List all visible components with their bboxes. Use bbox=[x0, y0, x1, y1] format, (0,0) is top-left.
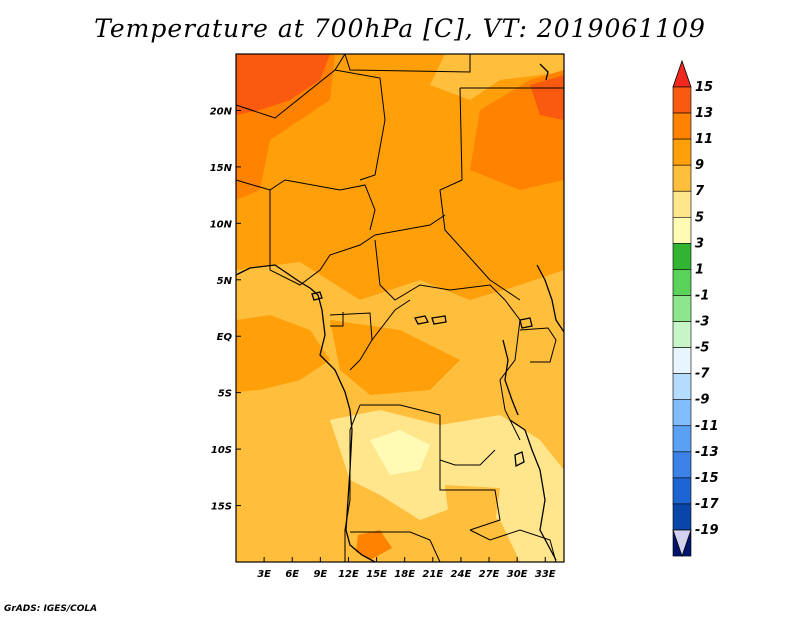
colorbar-top-triangle bbox=[672, 59, 692, 88]
colorbar-swatch bbox=[672, 503, 692, 531]
lon-tick-label: 6E bbox=[285, 569, 299, 580]
lon-tick-label: 27E bbox=[479, 569, 500, 580]
lon-tick-label: 12E bbox=[338, 569, 359, 580]
lat-tick-label: 10N bbox=[210, 219, 233, 230]
lon-tick-label: 3E bbox=[257, 569, 271, 580]
field-zone-13-15-nw bbox=[236, 54, 330, 115]
colorbar-label: -1 bbox=[695, 288, 709, 303]
lat-tick-label: 10S bbox=[211, 445, 232, 456]
colorbar-label: 1 bbox=[695, 262, 704, 277]
colorbar: 15 13 11 9 7 5 3 1 -1 -3 -5 -7 -9 -11 -13 -15 -17 -19 bbox=[672, 59, 719, 558]
field-zone-13-15-ne bbox=[530, 75, 564, 120]
lat-tick-label: 15S bbox=[211, 502, 232, 513]
lon-tick-label: 9E bbox=[313, 569, 327, 580]
colorbar-swatch bbox=[672, 321, 692, 348]
colorbar-label: -17 bbox=[695, 497, 719, 512]
colorbar-label: 11 bbox=[695, 132, 713, 147]
field-zone-3-5-patch bbox=[370, 430, 430, 475]
coastlines bbox=[235, 63, 565, 563]
colorbar-swatch bbox=[672, 138, 692, 166]
colorbar-swatch bbox=[672, 477, 692, 505]
colorbar-label: 7 bbox=[695, 184, 705, 199]
lon-tick-label: 24E bbox=[451, 569, 472, 580]
colorbar-label: -5 bbox=[695, 341, 709, 356]
colorbar-swatch bbox=[672, 295, 692, 322]
lon-tick-label: 33E bbox=[535, 569, 556, 580]
lon-tick-label: 18E bbox=[394, 569, 415, 580]
colorbar-swatch bbox=[672, 425, 692, 453]
field-zone-11-13-south bbox=[356, 530, 392, 560]
colorbar-label: 15 bbox=[695, 80, 713, 95]
lon-tick-label: 15E bbox=[366, 569, 387, 580]
colorbar-label: -15 bbox=[695, 471, 719, 486]
longitude-axis: 3E 6E 9E 12E 15E 18E 21E 24E 27E 30E 33E bbox=[257, 557, 556, 580]
colorbar-label: 3 bbox=[695, 236, 704, 251]
colorbar-label: -19 bbox=[695, 523, 719, 538]
map-title: Temperature at 700hPa [C], VT: 201906110… bbox=[94, 14, 706, 43]
lon-tick-label: 30E bbox=[507, 569, 528, 580]
colorbar-swatch bbox=[672, 112, 692, 140]
lat-tick-label: 5N bbox=[217, 276, 233, 287]
lat-tick-label: EQ bbox=[217, 332, 233, 343]
colorbar-swatch bbox=[672, 216, 692, 244]
colorbar-bottom-triangle bbox=[672, 529, 692, 558]
latitude-axis: 20N 15N 10N 5N EQ 5S 10S 15S bbox=[210, 106, 241, 513]
map-frame bbox=[235, 53, 565, 563]
colorbar-label: -13 bbox=[695, 445, 719, 460]
colorbar-label: -11 bbox=[695, 419, 719, 434]
colorbar-swatch bbox=[672, 269, 692, 296]
colorbar-swatch bbox=[672, 399, 692, 427]
colorbar-label: -3 bbox=[695, 315, 709, 330]
lat-tick-label: 15N bbox=[210, 163, 233, 174]
colorbar-swatch bbox=[672, 190, 692, 218]
field-zone-9-11-center bbox=[330, 320, 460, 395]
colorbar-swatch bbox=[672, 86, 692, 114]
country-borders bbox=[235, 53, 564, 563]
temperature-field bbox=[236, 54, 564, 562]
colorbar-label: -7 bbox=[695, 367, 710, 382]
colorbar-label: -9 bbox=[695, 393, 709, 408]
colorbar-swatch bbox=[672, 164, 692, 192]
colorbar-label: 13 bbox=[695, 106, 713, 121]
colorbar-swatch bbox=[672, 451, 692, 479]
lon-tick-label: 21E bbox=[422, 569, 443, 580]
lat-tick-label: 20N bbox=[210, 106, 233, 117]
field-zone-9-11-south bbox=[236, 315, 330, 392]
colorbar-label: 5 bbox=[695, 210, 704, 225]
lat-tick-label: 5S bbox=[218, 389, 232, 400]
colorbar-swatch bbox=[672, 347, 692, 374]
colorbar-swatch bbox=[672, 373, 692, 401]
field-zone-7-9-patch bbox=[445, 485, 500, 528]
credit-text: GrADS: IGES/COLA bbox=[4, 604, 98, 614]
colorbar-label: 9 bbox=[695, 158, 704, 173]
colorbar-swatch bbox=[672, 243, 692, 270]
